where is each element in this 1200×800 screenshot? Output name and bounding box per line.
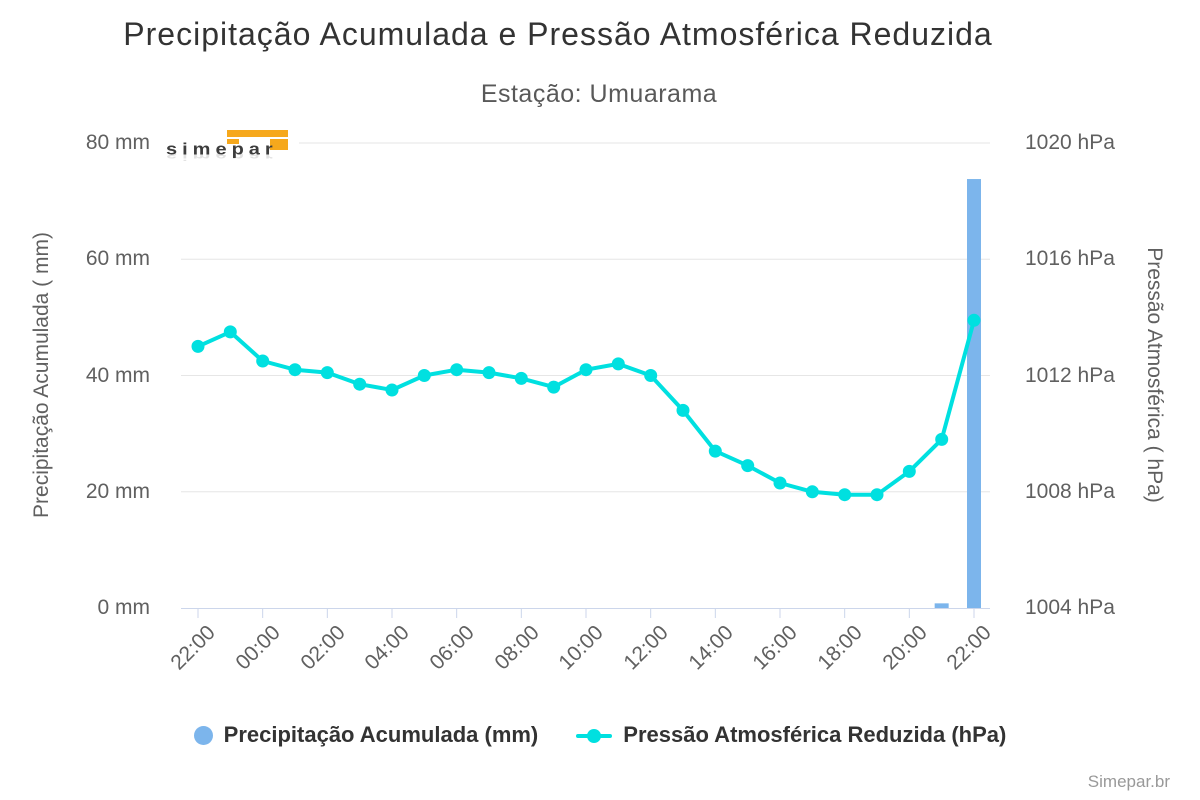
y-left-tick-label: 40 mm	[85, 363, 150, 387]
pressure-point[interactable]	[256, 354, 270, 368]
pressure-point[interactable]	[482, 366, 496, 380]
logo-orange-block-icon	[270, 139, 288, 150]
pressure-point[interactable]	[708, 444, 722, 458]
logo-wordmark: simepar	[166, 140, 278, 159]
chart-title: Precipitação Acumulada e Pressão Atmosfé…	[123, 16, 993, 52]
y-right-tick-label: 1016 hPa	[1025, 247, 1115, 271]
pressure-point[interactable]	[676, 403, 690, 417]
pressure-point[interactable]	[870, 488, 884, 502]
pressure-point[interactable]	[741, 459, 755, 473]
pressure-point[interactable]	[417, 369, 431, 382]
pressure-point[interactable]	[579, 363, 593, 377]
pressure-line	[197, 319, 976, 497]
precip-bar[interactable]	[934, 603, 949, 608]
simepar-logo: simepar simepar	[163, 122, 299, 168]
pressure-point[interactable]	[288, 363, 302, 377]
pressure-point[interactable]	[191, 339, 205, 353]
pressure-point[interactable]	[967, 313, 981, 327]
pressure-point[interactable]	[320, 366, 334, 380]
pressure-point[interactable]	[547, 380, 561, 394]
logo-orange-bar-icon	[227, 130, 288, 137]
y-left-tick-label: 20 mm	[85, 479, 150, 503]
pressure-point[interactable]	[385, 383, 399, 397]
pressure-point[interactable]	[353, 377, 367, 391]
y-left-tick-label: 80 mm	[85, 131, 150, 154]
legend-label-pressure: Pressão Atmosférica Reduzida (hPa)	[623, 722, 1007, 747]
legend-label-precipitation: Precipitação Acumulada (mm)	[223, 722, 539, 747]
y-left-tick-label: 60 mm	[85, 247, 150, 271]
logo-reflection: simepar	[166, 153, 278, 162]
pressure-legend-marker-icon	[576, 726, 613, 745]
pressure-point[interactable]	[644, 369, 658, 382]
pressure-point[interactable]	[611, 357, 625, 371]
precip-bar[interactable]	[967, 179, 981, 608]
precipitation-legend-marker-icon	[193, 725, 213, 745]
pressure-point[interactable]	[773, 476, 787, 490]
y-right-tick-label: 1012 hPa	[1025, 363, 1115, 387]
y-right-tick-label: 1020 hPa	[1025, 131, 1115, 154]
credit-link[interactable]: Simepar.br	[1087, 772, 1170, 791]
pressure-point[interactable]	[223, 325, 237, 339]
legend-item-precipitation[interactable]: Precipitação Acumulada (mm)	[193, 722, 539, 748]
pressure-point[interactable]	[805, 485, 819, 499]
logo-orange-notch-icon	[227, 139, 239, 144]
legend: Precipitação Acumulada (mm) Pressão Atmo…	[0, 722, 1200, 748]
legend-item-pressure[interactable]: Pressão Atmosférica Reduzida (hPa)	[576, 722, 1006, 748]
y-right-tick-label: 1008 hPa	[1025, 479, 1115, 503]
chart-subtitle: Estação: Umuarama	[480, 80, 718, 108]
y-left-tick-label: 0 mm	[97, 596, 151, 619]
pressure-point[interactable]	[450, 363, 464, 377]
y-right-tick-label: 1004 hPa	[1025, 596, 1115, 619]
pressure-point[interactable]	[902, 464, 916, 478]
pressure-point[interactable]	[514, 371, 528, 385]
y-axis-right-title: Pressão Atmosférica ( hPa)	[1143, 247, 1166, 503]
pressure-point[interactable]	[838, 488, 852, 502]
pressure-point[interactable]	[935, 432, 949, 446]
